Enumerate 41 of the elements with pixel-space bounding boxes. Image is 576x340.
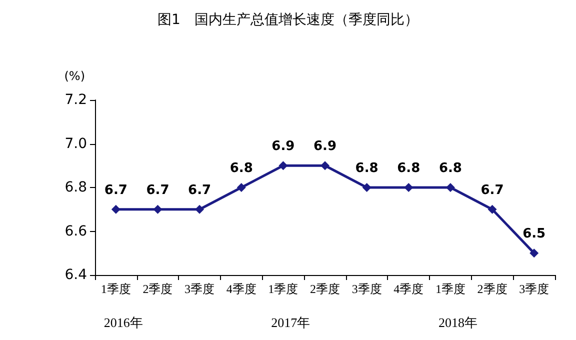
x-tick-label: 2季度 — [310, 282, 340, 296]
x-tick-label: 3季度 — [519, 282, 550, 296]
data-label: 6.7 — [480, 182, 504, 198]
point — [278, 161, 288, 170]
y-axis-title: (%) — [64, 69, 85, 83]
y-tick-label: 7.0 — [64, 136, 87, 152]
x-tick-label: 2季度 — [142, 282, 173, 296]
data-label: 6.5 — [522, 226, 546, 242]
y-tick-label: 6.4 — [64, 267, 88, 283]
point — [195, 204, 204, 214]
data-label: 6.8 — [230, 161, 253, 176]
point — [236, 183, 246, 192]
data-label: 6.7 — [146, 182, 170, 198]
data-label: 6.9 — [272, 139, 295, 154]
point — [530, 248, 539, 258]
point — [320, 161, 330, 170]
x-tick-label: 4季度 — [226, 282, 256, 296]
y-tick-label: 6.6 — [64, 223, 88, 240]
point — [153, 204, 162, 214]
point — [362, 183, 372, 192]
x-tick-label: 1季度 — [268, 282, 298, 296]
x-tick-label: 4季度 — [394, 282, 424, 296]
data-label: 6.8 — [397, 161, 420, 176]
x-tick-label: 2季度 — [477, 282, 508, 296]
chart-title: 图1 国内生产总值增长速度（季度同比） — [158, 12, 418, 28]
x-tick-label: 1季度 — [100, 282, 131, 296]
text: 2016年 — [104, 315, 143, 330]
data-label: 6.7 — [104, 182, 128, 198]
text: 2017年 — [271, 315, 310, 330]
data-label: 6.9 — [313, 139, 337, 154]
x-tick-label: 1季度 — [435, 282, 466, 296]
y-tick-label: 7.2 — [64, 92, 87, 108]
text: 2018年 — [438, 315, 478, 330]
data-label: 6.7 — [188, 182, 212, 198]
point — [488, 204, 497, 214]
data-label: 6.8 — [438, 161, 462, 176]
x-tick-label: 3季度 — [352, 282, 382, 296]
point — [111, 204, 120, 214]
x-tick-label: 3季度 — [184, 282, 215, 296]
data-label: 6.8 — [355, 161, 378, 176]
y-tick-label: 6.8 — [64, 180, 87, 196]
